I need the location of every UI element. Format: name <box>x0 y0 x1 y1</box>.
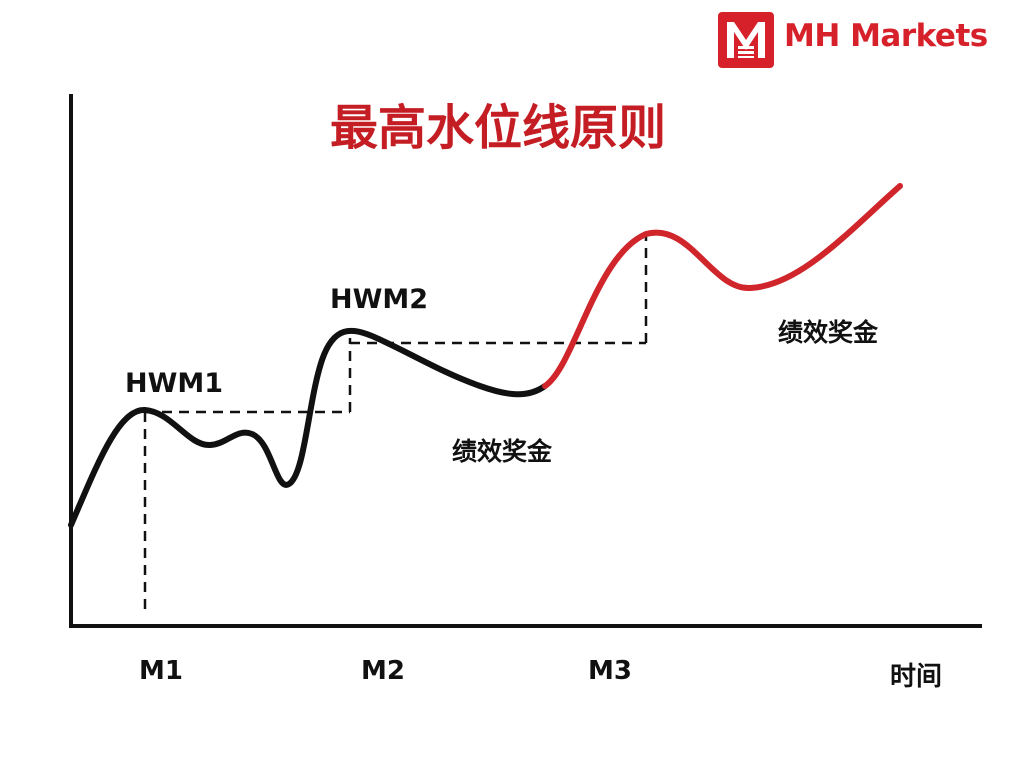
hwm2-label: HWM2 <box>330 284 429 315</box>
bonus-label-1: 绩效奖金 <box>452 437 553 466</box>
performance-curve-black <box>68 327 548 528</box>
x-tick-m1: M1 <box>139 656 183 686</box>
x-axis-label: 时间 <box>890 662 943 692</box>
brand-name: MH Markets <box>784 18 988 54</box>
brand-logo: MH Markets <box>718 12 1008 68</box>
hwm1-label: HWM1 <box>125 368 224 399</box>
bonus-label-2: 绩效奖金 <box>778 318 879 347</box>
performance-curve-red <box>542 183 903 389</box>
page-title: 最高水位线原则 <box>330 100 667 156</box>
mh-logo-icon <box>718 12 774 68</box>
x-tick-m3: M3 <box>588 656 632 686</box>
x-tick-m2: M2 <box>361 656 405 686</box>
